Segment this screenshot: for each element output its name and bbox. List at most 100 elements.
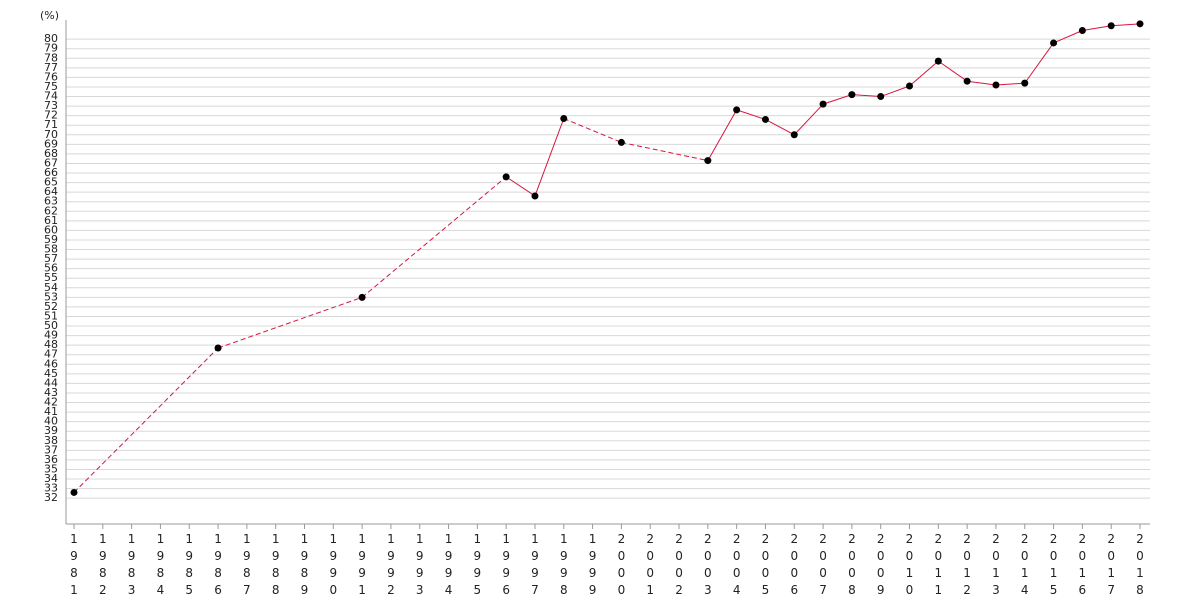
y-tick-label: 80 (44, 32, 58, 45)
y-tick-label: 60 (44, 223, 58, 236)
x-tick-label: 1986 (211, 532, 225, 600)
x-tick-label: 2012 (960, 532, 974, 600)
y-tick-label: 33 (44, 482, 58, 495)
line-segment (505, 176, 536, 197)
x-tick-label: 1988 (269, 532, 283, 600)
line-segment (1024, 42, 1054, 84)
y-axis-label: (%) (40, 9, 59, 22)
line-segment (851, 94, 881, 98)
line-segment (765, 119, 795, 136)
y-tick-label: 77 (44, 61, 58, 74)
line-segment (361, 176, 507, 298)
point (819, 100, 827, 108)
x-tick-label: 1989 (297, 532, 311, 600)
y-tick-label: 39 (44, 424, 58, 437)
x-tick-label: 1987 (240, 532, 254, 600)
y-tick-label: 49 (44, 329, 58, 342)
y-tick-label: 47 (44, 348, 58, 361)
line-segment (1082, 25, 1112, 32)
x-tick-label: 2001 (643, 532, 657, 600)
x-tick-label: 2002 (672, 532, 686, 600)
y-tick-label: 78 (44, 51, 58, 64)
y-tick-label: 46 (44, 357, 58, 370)
point (877, 93, 885, 101)
y-tick-label: 72 (44, 109, 58, 122)
line-segment (1111, 23, 1141, 27)
y-tick-label: 34 (44, 472, 58, 485)
line-segment (73, 347, 219, 493)
x-tick-label: 2006 (787, 532, 801, 600)
line-segment (967, 80, 997, 86)
x-tick-label: 2004 (730, 532, 744, 600)
x-tick-label: 2015 (1047, 532, 1061, 600)
x-tick-label: 1985 (182, 532, 196, 600)
y-tick-label: 45 (44, 367, 58, 380)
y-tick-label: 65 (44, 176, 58, 189)
y-tick-label: 55 (44, 271, 58, 284)
y-tick-label: 79 (44, 42, 58, 55)
point (70, 488, 78, 496)
x-tick-label: 1993 (413, 532, 427, 600)
y-tick-label: 66 (44, 166, 58, 179)
point (1107, 22, 1115, 30)
point (963, 77, 971, 85)
y-tick-label: 75 (44, 80, 58, 93)
y-tick-label: 38 (44, 434, 58, 447)
y-tick-label: 43 (44, 386, 58, 399)
point (906, 82, 914, 90)
point (502, 173, 510, 181)
line-segment (995, 82, 1025, 86)
x-tick-label: 2009 (874, 532, 888, 600)
y-tick-label: 54 (44, 281, 58, 294)
y-tick-label: 73 (44, 99, 58, 112)
x-tick-label: 1995 (470, 532, 484, 600)
x-tick-label: 1994 (442, 532, 456, 600)
line-segment (938, 60, 968, 82)
y-tick-label: 52 (44, 300, 58, 313)
y-tick-label: 35 (44, 462, 58, 475)
y-tick-label: 50 (44, 319, 58, 332)
point (1136, 20, 1144, 28)
y-tick-label: 63 (44, 195, 58, 208)
line-segment (736, 109, 766, 120)
y-tick-label: 53 (44, 290, 58, 303)
x-tick-label: 2011 (931, 532, 945, 600)
point (790, 131, 798, 139)
y-tick-label: 76 (44, 70, 58, 83)
point (1078, 27, 1086, 35)
y-tick-label: 32 (44, 491, 58, 504)
y-tick-label: 44 (44, 376, 58, 389)
y-tick-label: 71 (44, 118, 58, 131)
y-tick-label: 40 (44, 415, 58, 428)
y-tick-label: 42 (44, 396, 58, 409)
x-tick-label: 1981 (67, 532, 81, 600)
x-tick-label: 1984 (153, 532, 167, 600)
x-tick-label: 2013 (989, 532, 1003, 600)
point (704, 157, 712, 165)
line-segment (909, 60, 939, 87)
line-segment (621, 141, 708, 162)
point (934, 57, 942, 65)
point (617, 138, 625, 146)
x-tick-label: 2016 (1075, 532, 1089, 600)
y-tick-label: 70 (44, 128, 58, 141)
x-tick-label: 2017 (1104, 532, 1118, 600)
y-tick-label: 59 (44, 233, 58, 246)
x-tick-label: 2003 (701, 532, 715, 600)
y-tick-label: 67 (44, 156, 58, 169)
x-tick-label: 2018 (1133, 532, 1147, 600)
point (358, 293, 366, 301)
x-tick-label: 1982 (96, 532, 110, 600)
point (733, 106, 741, 114)
x-tick-label: 1996 (499, 532, 513, 600)
y-tick-label: 41 (44, 405, 58, 418)
y-tick-label: 51 (44, 309, 58, 322)
y-tick-label: 37 (44, 443, 58, 456)
point (992, 81, 1000, 89)
point (761, 115, 769, 123)
line-segment (534, 118, 565, 197)
x-tick-label: 2005 (758, 532, 772, 600)
line-segment (707, 109, 738, 161)
x-tick-label: 1992 (384, 532, 398, 600)
y-tick-label: 74 (44, 90, 58, 103)
